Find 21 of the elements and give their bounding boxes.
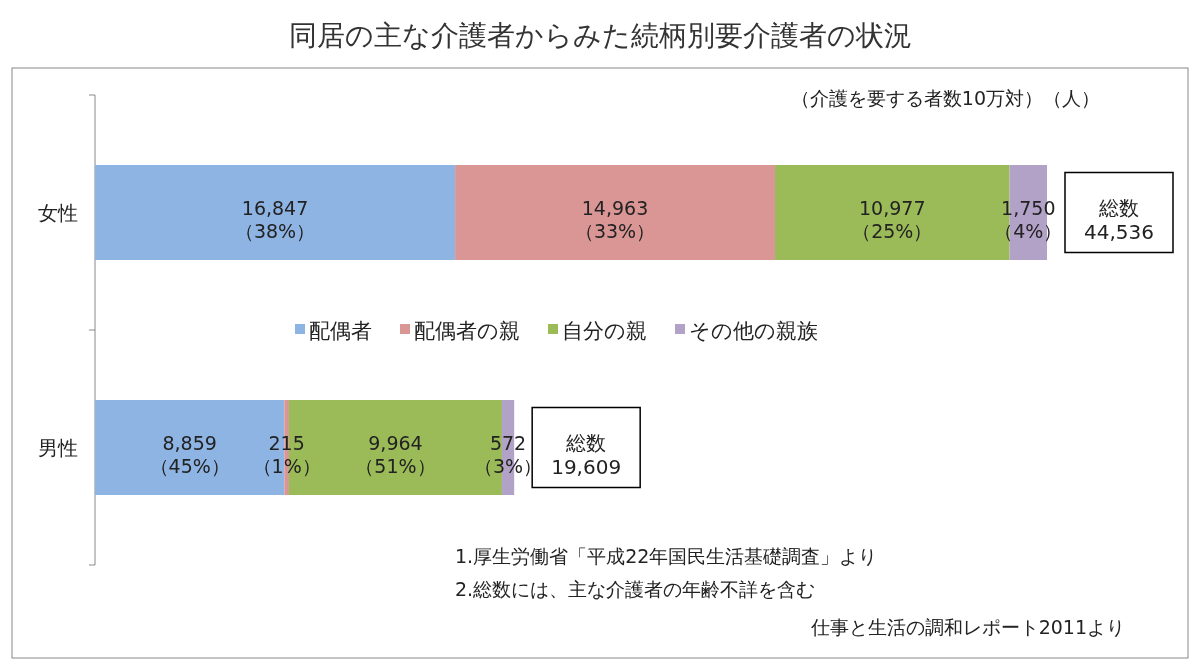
data-label: 215 （1%） <box>252 432 321 477</box>
legend-label: その他の親族 <box>689 319 818 343</box>
total-label: 総数 44,536 <box>1084 195 1154 244</box>
data-label: 14,963 （33%） <box>574 197 656 242</box>
y-tick-label: 女性 <box>38 200 78 225</box>
annotation: 1.厚生労働省「平成22年国民生活基礎調査」より <box>455 545 878 567</box>
y-tick-label: 男性 <box>38 435 78 460</box>
legend-label: 配偶者 <box>309 319 372 343</box>
total-label: 総数 19,609 <box>551 430 622 479</box>
bar <box>455 165 775 260</box>
data-label: 10,977 （25%） <box>852 197 933 242</box>
bar <box>95 165 456 260</box>
legend-label: 配偶者の親 <box>414 319 520 343</box>
text: 2.総数には、主な介護者の年齢不詳を含む <box>455 578 816 600</box>
data-label: 16,847 （38%） <box>234 197 316 242</box>
data-label: 8,859 （45%） <box>149 432 230 477</box>
data-label: 9,964 （51%） <box>355 432 436 477</box>
annotation: （介護を要する者数10万対）（人） <box>790 87 1100 109</box>
legend-label: 自分の親 <box>562 319 647 343</box>
text: 仕事と生活の調和レポート2011より <box>809 616 1125 638</box>
chart-title: 同居の主な介護者からみた続柄別要介護者の状況 <box>288 19 912 52</box>
